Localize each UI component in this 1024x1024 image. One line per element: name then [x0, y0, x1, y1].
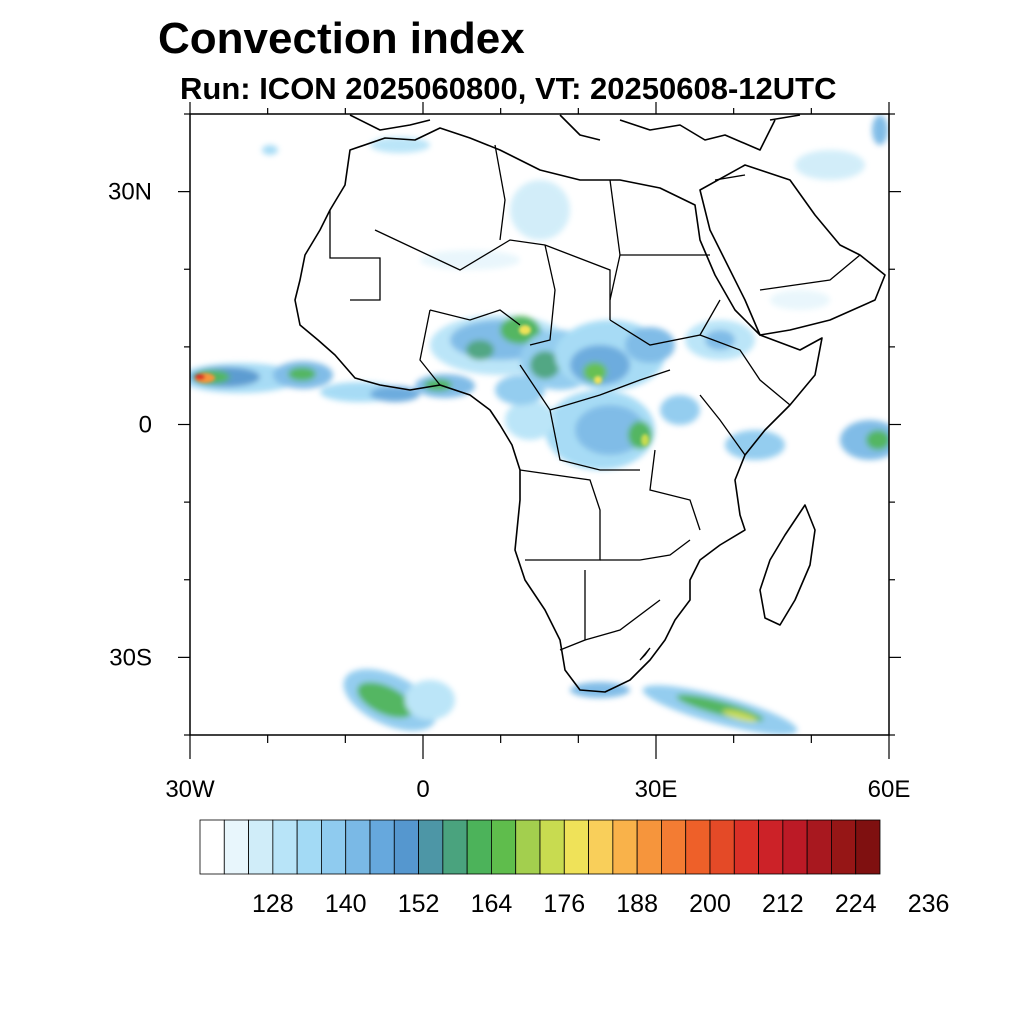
- lat-tick-label: 0: [139, 412, 152, 439]
- colorbar-swatch: [539, 819, 565, 875]
- colorbar: [199, 819, 881, 875]
- colorbar-swatch: [685, 819, 711, 875]
- colorbar-label: 128: [252, 890, 294, 918]
- colorbar-swatch: [636, 819, 662, 875]
- colorbar-label: 164: [471, 890, 513, 918]
- lon-tick-label: 0: [416, 776, 429, 803]
- colorbar-swatch: [612, 819, 638, 875]
- axis-ticks: [178, 102, 901, 759]
- lat-tick-label: 30S: [109, 644, 152, 671]
- colorbar-swatch: [393, 819, 419, 875]
- colorbar-swatch: [321, 819, 347, 875]
- lon-tick-label: 30W: [165, 776, 215, 803]
- colorbar-swatch: [831, 819, 857, 875]
- colorbar-swatch: [855, 819, 881, 875]
- colorbar-swatch: [369, 819, 395, 875]
- colorbar-label: 200: [689, 890, 731, 918]
- colorbar-swatch: [272, 819, 298, 875]
- lon-tick-label: 60E: [868, 776, 911, 803]
- colorbar-swatch: [515, 819, 541, 875]
- axis-tick-labels: 30N 0 30S 30W 0 30E 60E: [108, 179, 910, 803]
- country-borders: [329, 144, 861, 661]
- lat-tick-label: 30N: [108, 179, 152, 206]
- colorbar-label: 188: [616, 890, 658, 918]
- colorbar-swatch: [806, 819, 832, 875]
- colorbar-swatch: [709, 819, 735, 875]
- convection-field: [190, 115, 889, 735]
- colorbar-swatch: [563, 819, 589, 875]
- colorbar-swatch: [588, 819, 614, 875]
- lon-tick-label: 30E: [635, 776, 678, 803]
- colorbar-label: 224: [835, 890, 877, 918]
- colorbar-label: 152: [398, 890, 440, 918]
- plot-subtitle: Run: ICON 2025060800, VT: 20250608-12UTC: [180, 71, 837, 106]
- colorbar-swatch: [758, 819, 784, 875]
- colorbar-label: 236: [908, 890, 950, 918]
- plot-title: Convection index: [158, 14, 525, 63]
- colorbar-swatch: [661, 819, 687, 875]
- colorbar-swatch: [345, 819, 371, 875]
- coastlines: [294, 114, 886, 693]
- colorbar-swatch: [296, 819, 322, 875]
- colorbar-labels: 128 140 152 164 176 188 200 212 224 236: [252, 890, 949, 918]
- colorbar-label: 212: [762, 890, 804, 918]
- colorbar-swatch: [199, 819, 225, 875]
- colorbar-swatch: [248, 819, 274, 875]
- colorbar-swatch: [491, 819, 517, 875]
- colorbar-label: 140: [325, 890, 367, 918]
- colorbar-swatch: [223, 819, 249, 875]
- colorbar-swatch: [418, 819, 444, 875]
- colorbar-label: 176: [543, 890, 585, 918]
- colorbar-swatch: [466, 819, 492, 875]
- colorbar-swatch: [442, 819, 468, 875]
- colorbar-swatch: [733, 819, 759, 875]
- colorbar-swatch: [782, 819, 808, 875]
